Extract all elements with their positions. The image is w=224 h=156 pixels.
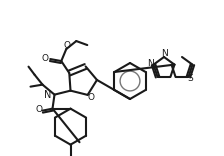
- Text: O: O: [64, 41, 71, 50]
- Text: S: S: [187, 74, 193, 83]
- Text: N: N: [147, 59, 154, 68]
- Text: O: O: [87, 93, 94, 102]
- Text: N: N: [162, 49, 168, 58]
- Text: N: N: [44, 90, 52, 100]
- Text: O: O: [42, 54, 49, 63]
- Text: O: O: [35, 105, 42, 114]
